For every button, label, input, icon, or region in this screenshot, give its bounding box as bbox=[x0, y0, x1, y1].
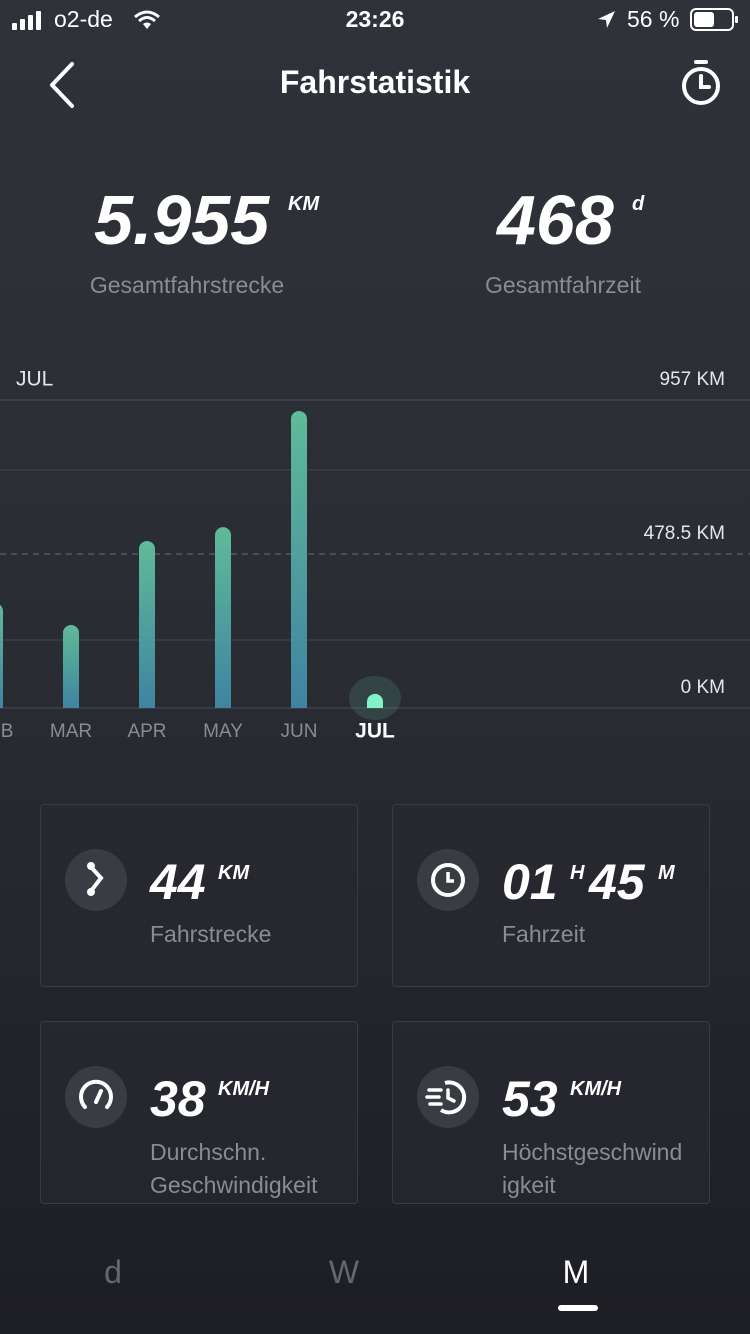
time-hours-unit: H bbox=[570, 862, 585, 884]
bar bbox=[291, 410, 307, 708]
x-tick-label: MAY bbox=[203, 721, 243, 742]
route-icon bbox=[65, 849, 127, 911]
time-minutes: 45 bbox=[589, 854, 645, 910]
total-time-label: Gesamtfahrzeit bbox=[485, 272, 641, 298]
total-distance-unit: KM bbox=[288, 193, 320, 215]
bar bbox=[0, 604, 3, 708]
max-speed-label: igkeit bbox=[502, 1172, 556, 1198]
y-tick-label: 0 KM bbox=[681, 677, 725, 698]
distance-value: 44 bbox=[150, 854, 206, 910]
max-speed-icon bbox=[417, 1066, 479, 1128]
speed-icon bbox=[65, 1066, 127, 1128]
bar bbox=[367, 693, 383, 708]
total-distance-label: Gesamtfahrstrecke bbox=[89, 272, 285, 298]
wifi-icon bbox=[134, 10, 160, 29]
distance-label: Fahrstrecke bbox=[150, 921, 272, 947]
time-minutes-unit: M bbox=[658, 862, 675, 884]
time-label: Fahrzeit bbox=[502, 921, 586, 947]
bar bbox=[139, 540, 155, 708]
total-time: 468 bbox=[497, 181, 614, 259]
carrier: o2-de bbox=[54, 6, 113, 32]
y-tick-label: 957 KM bbox=[660, 369, 725, 390]
signal-icon bbox=[12, 11, 41, 30]
tab-week[interactable]: W bbox=[328, 1254, 360, 1290]
page-title: Fahrstatistik bbox=[279, 64, 471, 100]
x-tick-label: APR bbox=[127, 721, 166, 742]
x-tick-label: FEB bbox=[0, 721, 13, 742]
back-button[interactable] bbox=[44, 60, 80, 110]
selected-month: JUL bbox=[16, 368, 53, 391]
tab-month[interactable]: M bbox=[562, 1254, 590, 1290]
y-tick-label: 478.5 KM bbox=[644, 523, 725, 544]
avg-speed-label: Geschwindigkeit bbox=[150, 1172, 318, 1198]
location-icon bbox=[598, 11, 615, 28]
max-speed-label: Höchstgeschwind bbox=[502, 1139, 683, 1165]
time-hours: 01 bbox=[502, 854, 558, 910]
battery-percent: 56 % bbox=[627, 6, 680, 32]
x-tick-label: JUN bbox=[281, 721, 318, 742]
avg-speed-unit: KM/H bbox=[218, 1078, 270, 1100]
avg-speed-label: Durchschn. bbox=[150, 1139, 267, 1165]
total-distance: 5.955 bbox=[94, 181, 270, 259]
total-time-unit: d bbox=[632, 193, 645, 215]
avg-speed-value: 38 bbox=[150, 1071, 206, 1127]
clock-icon bbox=[417, 849, 479, 911]
clock: 23:26 bbox=[345, 6, 405, 32]
x-tick-label: MAR bbox=[50, 721, 92, 742]
distance-unit: KM bbox=[218, 862, 250, 884]
battery-icon bbox=[690, 8, 738, 31]
stat-card bbox=[40, 804, 358, 987]
tab-day[interactable]: d bbox=[104, 1254, 122, 1290]
x-tick-label: JUL bbox=[355, 720, 395, 743]
max-speed-unit: KM/H bbox=[570, 1078, 622, 1100]
timer-button[interactable] bbox=[678, 58, 724, 108]
bar bbox=[63, 624, 79, 708]
chart: JUL 957 KM 478.5 KM 0 KM FEB MAR APR MAY JUN JUL bbox=[0, 368, 750, 743]
bar bbox=[215, 527, 231, 708]
tab-indicator bbox=[558, 1305, 598, 1311]
max-speed-value: 53 bbox=[502, 1071, 558, 1127]
